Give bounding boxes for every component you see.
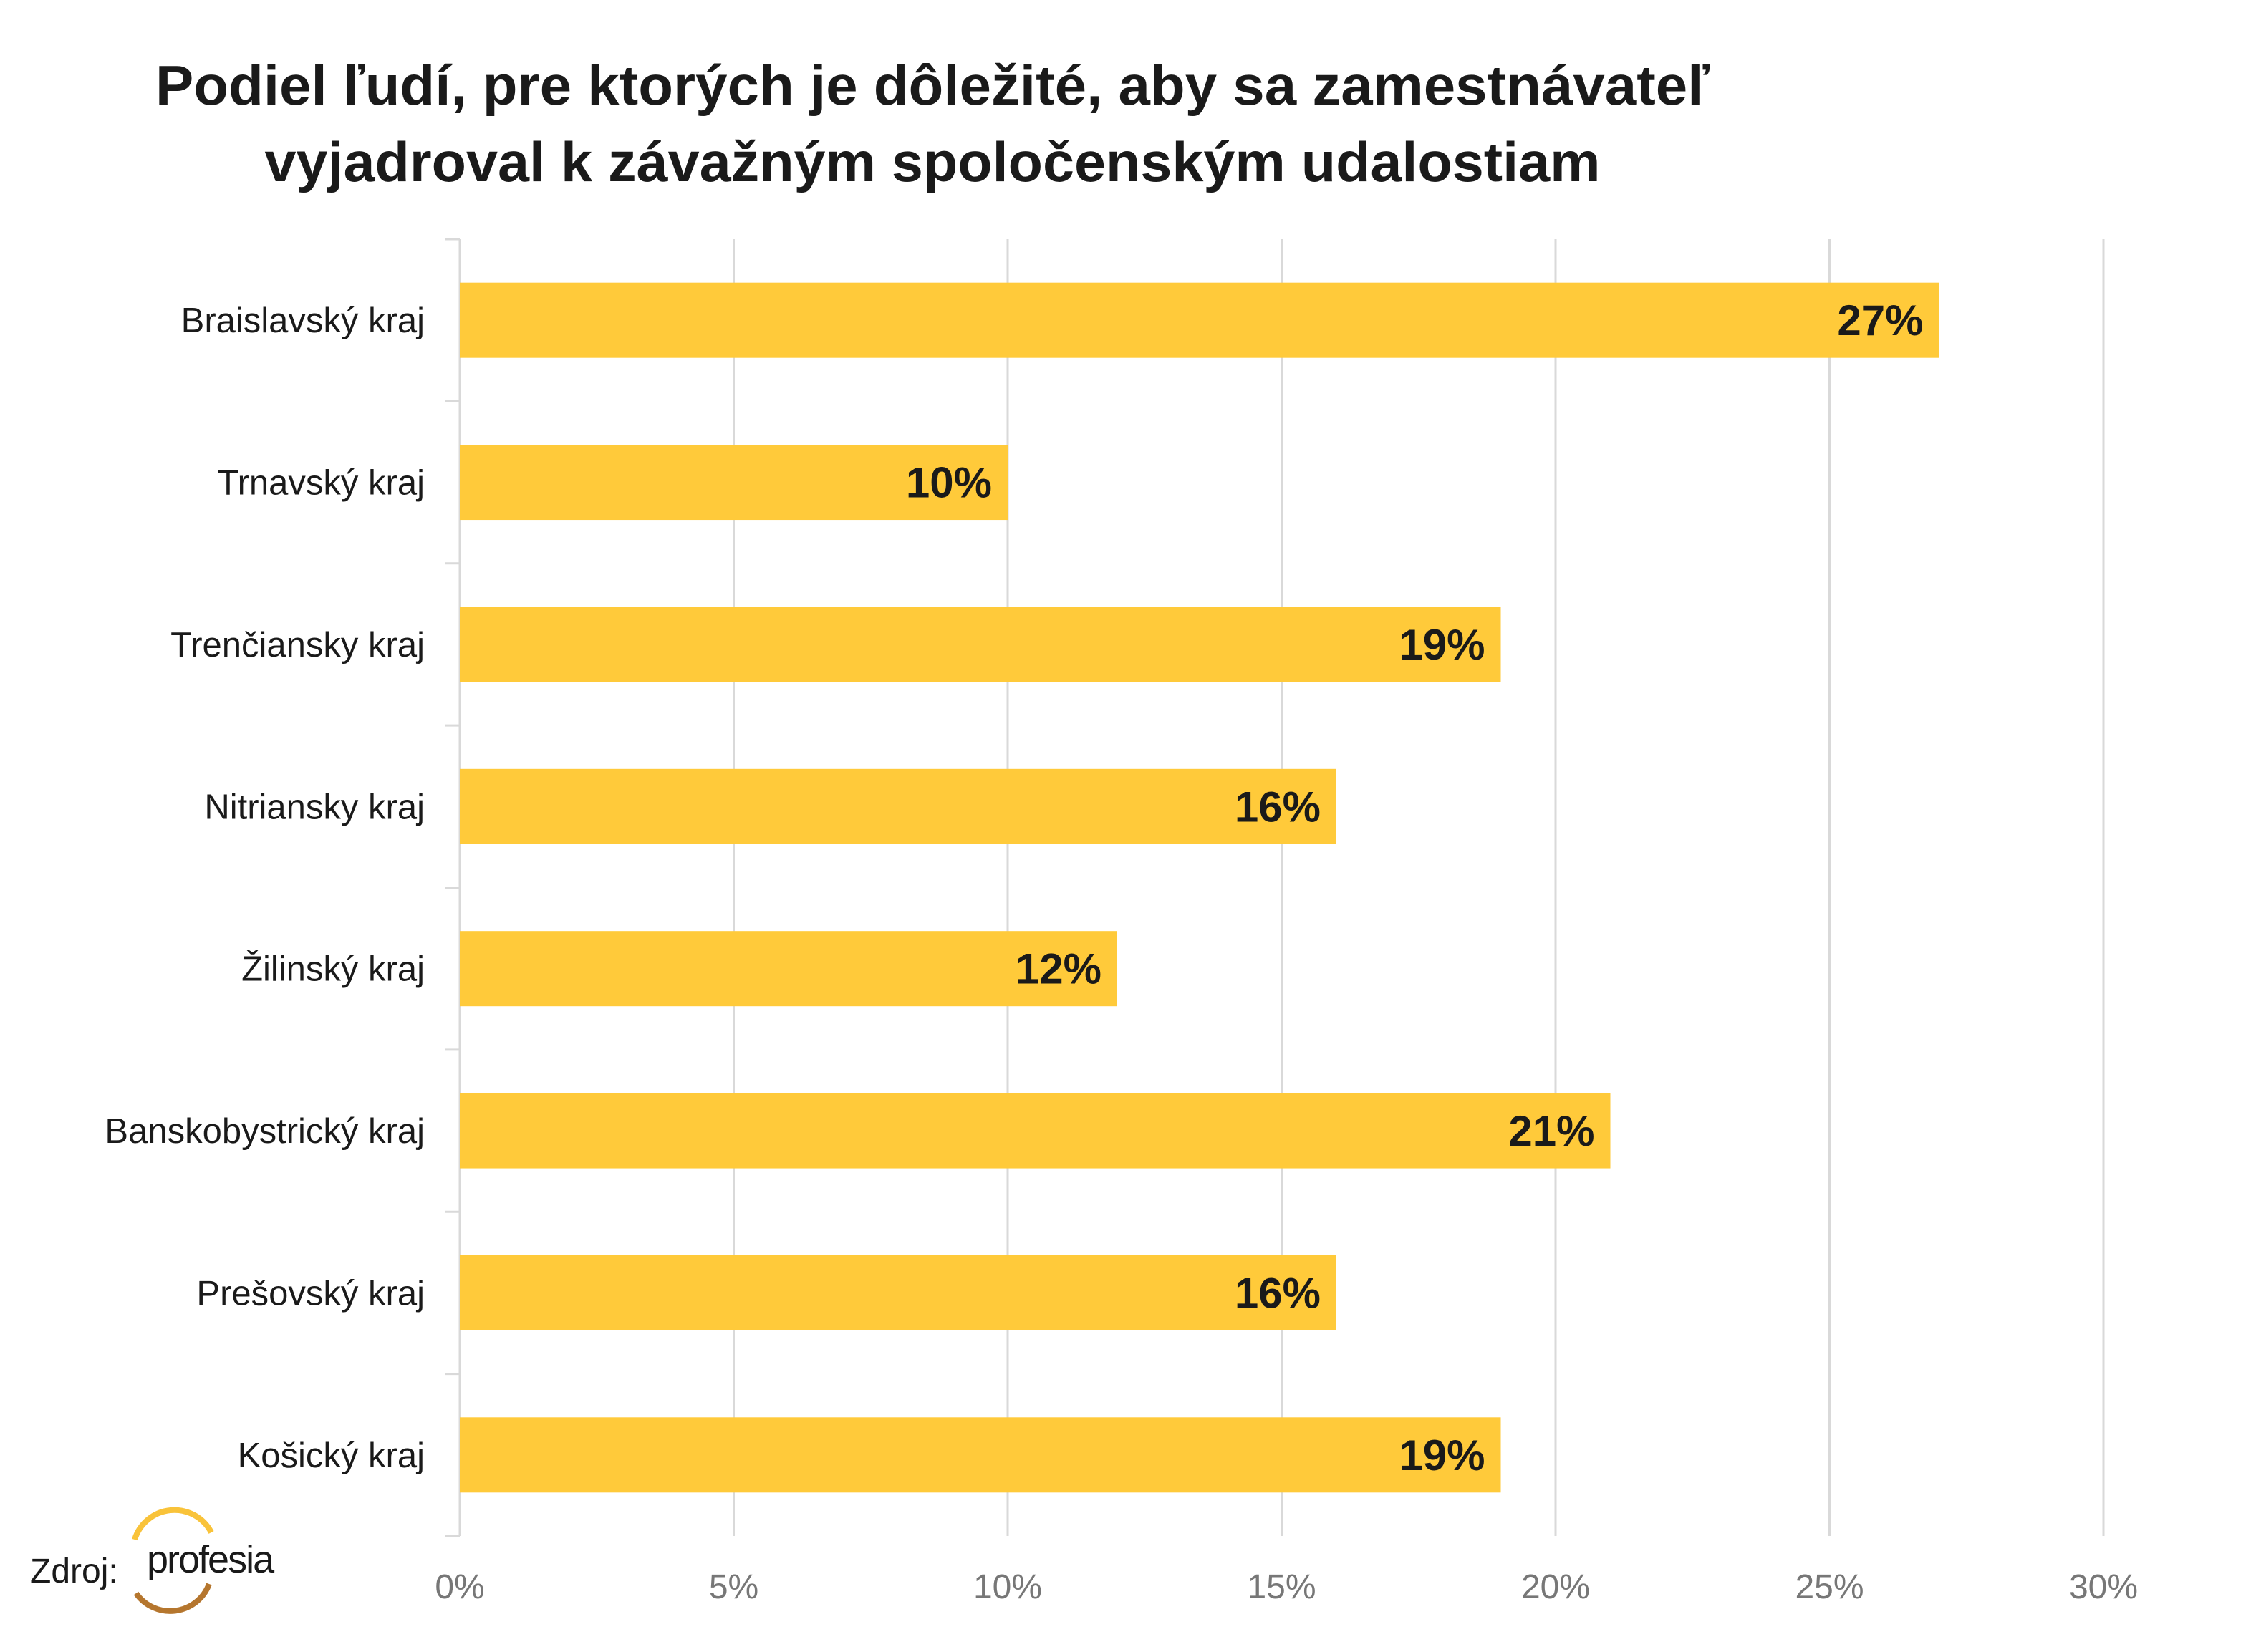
x-tick-label: 10%: [973, 1568, 1042, 1606]
category-label: Trnavský kraj: [217, 464, 425, 503]
value-label: 19%: [1399, 621, 1485, 669]
bar: [460, 1255, 1336, 1330]
bar: [460, 282, 1939, 358]
gridlines: [733, 239, 2105, 1536]
bar: [460, 1093, 1611, 1169]
logo-text: profesia: [147, 1538, 275, 1581]
x-tick-label: 0%: [435, 1568, 484, 1606]
x-tick-label: 15%: [1247, 1568, 1316, 1606]
bar: [460, 931, 1117, 1007]
category-label: Nitriansky kraj: [204, 788, 425, 826]
category-labels: Braislavský kraj Trnavský kraj Trenčiansky…: [105, 301, 425, 1475]
bar: [460, 607, 1501, 682]
x-tick-label: 30%: [2069, 1568, 2138, 1606]
y-axis: [445, 238, 461, 1537]
category-label: Braislavský kraj: [181, 301, 425, 340]
profesia-logo: profesia: [132, 1507, 276, 1614]
value-label: 10%: [906, 459, 992, 507]
value-label: 27%: [1837, 296, 1923, 344]
value-label: 12%: [1016, 945, 1101, 993]
bar: [460, 445, 1008, 521]
x-tick-label: 20%: [1521, 1568, 1590, 1606]
bar: [460, 768, 1336, 844]
bar: [460, 1417, 1501, 1493]
value-labels: 27% 10% 19% 16% 12% 21% 16% 19%: [906, 296, 1924, 1479]
category-label: Žilinský kraj: [241, 950, 425, 989]
category-label: Prešovský kraj: [196, 1274, 425, 1313]
x-tick-labels: 0% 5% 10% 15% 20% 25% 30%: [435, 1568, 2138, 1606]
chart-title-line-2: vyjadroval k závažným spoločenským udalo…: [265, 130, 1601, 193]
bars: [460, 282, 1939, 1493]
category-label: Banskobystrický kraj: [105, 1112, 425, 1151]
value-label: 16%: [1235, 783, 1321, 831]
source: Zdroj: profesia: [30, 1507, 276, 1614]
category-label: Trenčiansky kraj: [170, 626, 425, 665]
x-tick-label: 5%: [709, 1568, 758, 1606]
source-label: Zdroj:: [30, 1552, 118, 1590]
x-tick-label: 25%: [1795, 1568, 1864, 1606]
category-label: Košický kraj: [238, 1436, 425, 1475]
value-label: 16%: [1235, 1269, 1321, 1317]
value-label: 19%: [1399, 1431, 1485, 1479]
chart-title-line-1: Podiel ľudí, pre ktorých je dôležité, ab…: [155, 54, 1710, 117]
value-label: 21%: [1508, 1107, 1594, 1155]
